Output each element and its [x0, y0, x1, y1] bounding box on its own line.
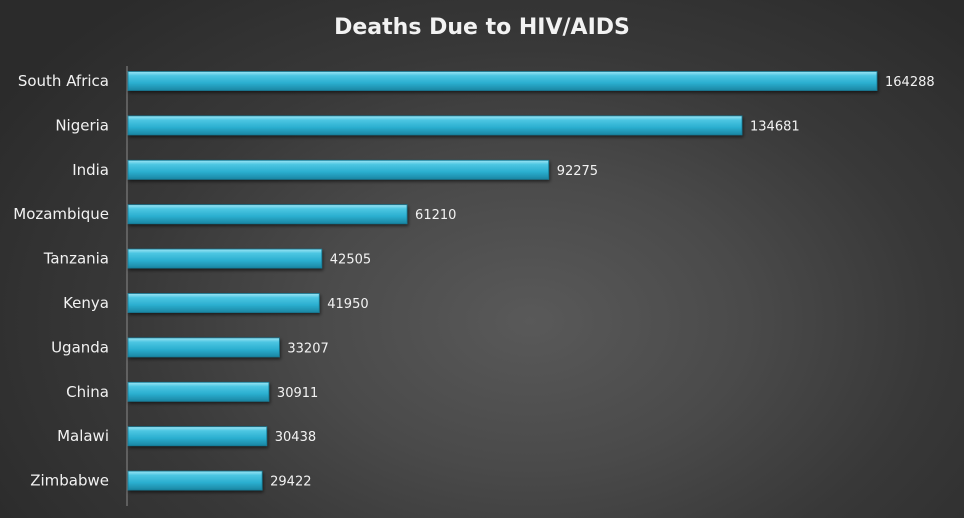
bars-group: South Africa 164288 Nigeria 134681 India 9227…: [13, 71, 935, 491]
value-label: 134681: [750, 119, 800, 134]
bar: [127, 470, 263, 491]
category-label: Tanzania: [43, 250, 109, 268]
bar: [127, 159, 550, 180]
value-label: 92275: [557, 164, 598, 179]
category-label: Uganda: [51, 338, 109, 356]
value-label: 29422: [270, 475, 311, 490]
bar: [127, 381, 270, 402]
category-label: Nigeria: [55, 116, 109, 134]
value-label: 30911: [277, 386, 318, 401]
value-label: 164288: [885, 75, 935, 90]
category-label: South Africa: [18, 72, 109, 90]
bar: [127, 115, 743, 136]
bar: [127, 248, 323, 269]
category-label: Kenya: [63, 294, 109, 312]
bar: [127, 204, 408, 225]
category-label: Mozambique: [13, 205, 109, 223]
value-label: 30438: [275, 430, 316, 445]
value-label: 33207: [287, 341, 328, 356]
value-label: 42505: [330, 253, 371, 268]
category-label: Zimbabwe: [30, 472, 109, 490]
bar: [127, 337, 280, 358]
bar: [127, 71, 878, 91]
bar: [127, 293, 320, 313]
value-label: 61210: [415, 208, 456, 223]
chart-title: Deaths Due to HIV/AIDS: [334, 15, 630, 40]
value-label: 41950: [327, 297, 368, 312]
category-label: Malawi: [57, 427, 109, 445]
bar: [127, 426, 268, 447]
category-label: China: [66, 383, 109, 401]
category-label: India: [72, 161, 109, 179]
